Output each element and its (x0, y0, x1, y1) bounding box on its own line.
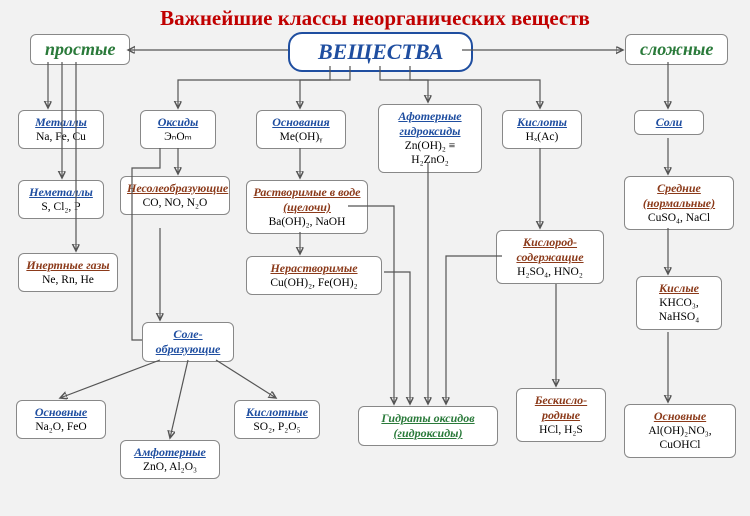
acidic-ox: Кислотные SO₂, P₂O₅ (234, 400, 320, 439)
acid-salt-sub: KHCO₃, NaHSO₄ (643, 296, 715, 325)
amph-hydrox: Афотерные гидроксиды Zn(OH)₂ ≡ H₂ZnO₂ (378, 104, 482, 173)
complex-node: сложные (625, 34, 728, 65)
basic-salt-head: Основные (631, 409, 729, 424)
hydrates: Гидраты оксидов (гидроксиды) (358, 406, 498, 446)
metals: Металлы Na, Fe, Cu (18, 110, 104, 149)
salts: Соли (634, 110, 704, 135)
nonsalt: Несолеобразующие CO, NO, N₂O (120, 176, 230, 215)
bases: Основания Me(OH)ᵧ (256, 110, 346, 149)
bases-head: Основания (263, 115, 339, 130)
amphoteric-ox: Амфотерные ZnO, Al₂O₃ (120, 440, 220, 479)
acid-salt-head: Кислые (643, 281, 715, 296)
oxides-sub: ЭₙOₘ (147, 130, 209, 144)
inert-sub: Ne, Rn, He (25, 273, 111, 287)
salts-head: Соли (641, 115, 697, 130)
amphoteric-ox-sub: ZnO, Al₂O₃ (127, 460, 213, 474)
insoluble: Нерастворимые Cu(OH)₂, Fe(OH)₂ (246, 256, 382, 295)
insoluble-sub: Cu(OH)₂, Fe(OH)₂ (253, 276, 375, 290)
inert: Инертные газы Ne, Rn, He (18, 253, 118, 292)
oxides: Оксиды ЭₙOₘ (140, 110, 216, 149)
amph-hydrox-head: Афотерные гидроксиды (385, 109, 475, 139)
bases-sub: Me(OH)ᵧ (263, 130, 339, 144)
anoxyacids-sub: HCl, H₂S (523, 423, 599, 437)
normal-salt: Средние (нормальные) CuSO₄, NaCl (624, 176, 734, 230)
soluble: Растворимые в воде (щелочи) Ba(OH)₂, NaO… (246, 180, 368, 234)
basic-salt-sub: Al(OH)₂NO₃, CuOHCl (631, 424, 729, 453)
nonsalt-sub: CO, NO, N₂O (127, 196, 223, 210)
normal-salt-head: Средние (нормальные) (631, 181, 727, 211)
acids-head: Кислоты (509, 115, 575, 130)
acids-sub: Hₓ(Ac) (509, 130, 575, 144)
anoxyacids-head: Бескисло-родные (523, 393, 599, 423)
basic-salt: Основные Al(OH)₂NO₃, CuOHCl (624, 404, 736, 458)
basic-ox-sub: Na₂O, FeO (23, 420, 99, 434)
simple-node: простые (30, 34, 130, 65)
acids: Кислоты Hₓ(Ac) (502, 110, 582, 149)
metals-head: Металлы (25, 115, 97, 130)
nonmetals-head: Неметаллы (25, 185, 97, 200)
anoxyacids: Бескисло-родные HCl, H₂S (516, 388, 606, 442)
insoluble-head: Нерастворимые (253, 261, 375, 276)
page-title: Важнейшие классы неорганических веществ (0, 0, 750, 31)
acidic-ox-head: Кислотные (241, 405, 313, 420)
soluble-head: Растворимые в воде (щелочи) (253, 185, 361, 215)
oxyacids: Кислород-содержащие H₂SO₄, HNO₂ (496, 230, 604, 284)
inert-head: Инертные газы (25, 258, 111, 273)
soluble-sub: Ba(OH)₂, NaOH (253, 215, 361, 229)
nonsalt-head: Несолеобразующие (127, 181, 223, 196)
acidic-ox-sub: SO₂, P₂O₅ (241, 420, 313, 434)
metals-sub: Na, Fe, Cu (25, 130, 97, 144)
oxides-head: Оксиды (147, 115, 209, 130)
basic-ox-head: Основные (23, 405, 99, 420)
oxyacids-head: Кислород-содержащие (503, 235, 597, 265)
nonmetals: Неметаллы S, Cl₂, P (18, 180, 104, 219)
root-node: ВЕЩЕСТВА (288, 32, 473, 72)
basic-ox: Основные Na₂O, FeO (16, 400, 106, 439)
amphoteric-ox-head: Амфотерные (127, 445, 213, 460)
normal-salt-sub: CuSO₄, NaCl (631, 211, 727, 225)
saltforming-head: Соле- образующие (149, 327, 227, 357)
saltforming: Соле- образующие (142, 322, 234, 362)
oxyacids-sub: H₂SO₄, HNO₂ (503, 265, 597, 279)
nonmetals-sub: S, Cl₂, P (25, 200, 97, 214)
amph-hydrox-sub: Zn(OH)₂ ≡ H₂ZnO₂ (385, 139, 475, 168)
hydrates-head: Гидраты оксидов (гидроксиды) (365, 411, 491, 441)
acid-salt: Кислые KHCO₃, NaHSO₄ (636, 276, 722, 330)
